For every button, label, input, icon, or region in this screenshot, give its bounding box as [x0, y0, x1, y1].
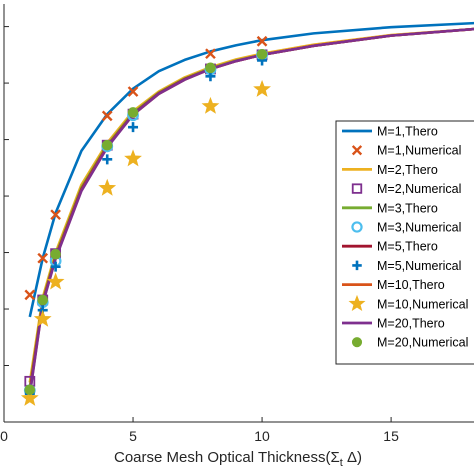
- legend-swatch: [352, 260, 362, 271]
- legend-swatch: [351, 145, 363, 156]
- legend-label: M=10,Numerical: [377, 297, 468, 311]
- legend-item-m-2-thero: M=2,Thero: [342, 163, 438, 177]
- legend-swatch: [348, 294, 366, 312]
- x-axis-title-main: Coarse Mesh Optical Thickness(Σ: [114, 449, 340, 466]
- x-axis-title: Coarse Mesh Optical Thickness(Σt Δ): [114, 449, 362, 469]
- data-point-m-1-numerical-1: [37, 252, 49, 264]
- legend-item-m-20-thero: M=20,Thero: [342, 317, 445, 331]
- legend-item-m-1-numerical: M=1,Numerical: [351, 144, 461, 158]
- data-point-m-5-numerical-4: [128, 122, 139, 133]
- series-line-m-1-thero: [28, 21, 474, 318]
- legend-swatch: [351, 221, 363, 233]
- legend-label: M=1,Numerical: [377, 144, 461, 158]
- series-markers-m-20-numerical: [24, 48, 268, 396]
- legend-label: M=20,Numerical: [377, 336, 468, 350]
- legend-item-m-10-thero: M=10,Thero: [342, 278, 445, 292]
- data-point-m-20-numerical-3: [101, 139, 113, 151]
- data-point-m-10-numerical-0: [20, 388, 39, 406]
- data-point-m-1-numerical-4: [127, 86, 139, 97]
- data-point-m-20-numerical-6: [256, 48, 268, 60]
- data-point-m-1-numerical-2: [50, 209, 61, 221]
- legend-item-m-3-thero: M=3,Thero: [342, 201, 438, 215]
- data-point-m-10-numerical-5: [201, 96, 220, 114]
- legend-entries: M=1,Thero M=1,Numerical M=2,Thero M=2,Numer…: [342, 125, 468, 350]
- legend-item-m-10-numerical: M=10,Numerical: [348, 294, 468, 312]
- x-tick-label: 10: [254, 428, 270, 444]
- data-point-m-10-numerical-1: [33, 309, 52, 327]
- legend-item-m-5-numerical: M=5,Numerical: [352, 259, 461, 273]
- axes-layer: [3, 4, 474, 423]
- legend-swatch: [351, 337, 363, 348]
- data-point-m-20-numerical-2: [50, 248, 61, 260]
- series-markers-m-10-numerical: [20, 79, 271, 406]
- legend-label: M=3,Thero: [377, 201, 438, 215]
- legend-label: M=1,Thero: [377, 125, 438, 139]
- data-point-m-10-numerical-3: [98, 178, 117, 196]
- x-axis-title-subscript: t: [340, 457, 343, 469]
- x-tick-label: 0: [0, 428, 8, 444]
- data-point-m-20-numerical-0: [24, 384, 36, 396]
- data-point-m-1-numerical-6: [256, 35, 268, 47]
- legend-label: M=2,Thero: [377, 163, 438, 177]
- legend-item-m-1-thero: M=1,Thero: [342, 125, 438, 139]
- series-line-m-20-thero: [28, 27, 474, 396]
- legend-swatch: [351, 183, 363, 194]
- data-point-m-10-numerical-6: [253, 79, 271, 97]
- data-point-m-10-numerical-4: [124, 149, 142, 167]
- series-markers-m-1-numerical: [24, 35, 268, 301]
- ticks-layer: 0 5 10 15: [0, 26, 399, 444]
- data-point-m-10-numerical-2: [46, 272, 65, 290]
- legend: M=1,Thero M=1,Numerical M=2,Thero M=2,Numer…: [335, 120, 474, 365]
- x-tick-label: 15: [383, 428, 399, 444]
- legend-label: M=10,Thero: [377, 278, 445, 292]
- legend-item-m-5-thero: M=5,Thero: [342, 240, 438, 254]
- legend-label: M=5,Thero: [377, 240, 438, 254]
- legend-label: M=2,Numerical: [377, 182, 461, 196]
- data-point-m-1-numerical-3: [101, 110, 113, 122]
- legend-label: M=5,Numerical: [377, 259, 461, 273]
- legend-label: M=20,Thero: [377, 317, 445, 331]
- data-point-m-1-numerical-0: [24, 289, 36, 301]
- legend-label: M=3,Numerical: [377, 221, 461, 235]
- x-axis-title-suffix: Δ): [343, 449, 362, 466]
- legend-item-m-2-numerical: M=2,Numerical: [351, 182, 461, 196]
- data-point-m-20-numerical-4: [127, 107, 139, 118]
- data-point-m-1-numerical-5: [205, 48, 216, 60]
- series-layer: [20, 21, 474, 406]
- data-point-m-20-numerical-1: [37, 294, 49, 306]
- data-point-m-20-numerical-5: [205, 62, 216, 74]
- data-point-m-5-numerical-3: [102, 154, 113, 165]
- data-point-m-5-numerical-2: [50, 261, 61, 272]
- x-tick-label: 5: [129, 428, 137, 444]
- legend-item-m-20-numerical: M=20,Numerical: [351, 336, 468, 350]
- legend-item-m-3-numerical: M=3,Numerical: [351, 221, 461, 235]
